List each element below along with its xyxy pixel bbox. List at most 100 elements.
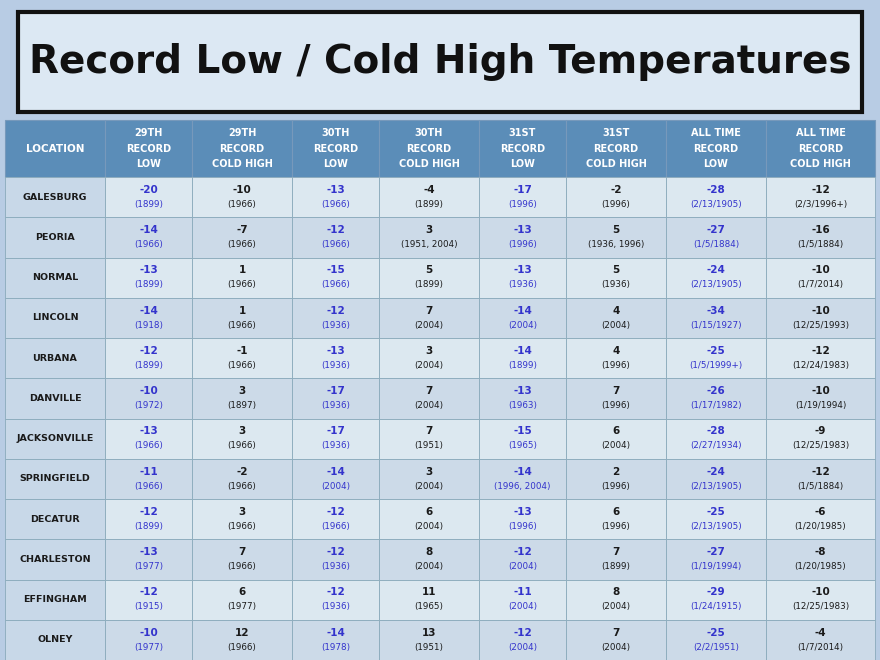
- Text: (1936): (1936): [321, 603, 350, 611]
- Text: -17: -17: [326, 386, 345, 396]
- FancyBboxPatch shape: [105, 418, 192, 459]
- FancyBboxPatch shape: [479, 217, 566, 257]
- Text: (1966): (1966): [228, 321, 256, 329]
- FancyBboxPatch shape: [766, 257, 875, 298]
- Text: COLD HIGH: COLD HIGH: [211, 160, 273, 170]
- Text: -14: -14: [326, 628, 345, 638]
- FancyBboxPatch shape: [666, 378, 766, 418]
- Text: 7: 7: [612, 547, 620, 557]
- FancyBboxPatch shape: [566, 378, 666, 418]
- Text: -12: -12: [513, 628, 532, 638]
- Text: -12: -12: [326, 587, 345, 597]
- Text: (1977): (1977): [134, 643, 163, 651]
- Text: (2004): (2004): [508, 321, 537, 329]
- Text: 29TH: 29TH: [135, 127, 163, 137]
- FancyBboxPatch shape: [292, 217, 379, 257]
- Text: 11: 11: [422, 587, 436, 597]
- FancyBboxPatch shape: [192, 177, 292, 217]
- FancyBboxPatch shape: [666, 539, 766, 579]
- Text: -20: -20: [139, 185, 158, 195]
- FancyBboxPatch shape: [666, 338, 766, 378]
- Text: GALESBURG: GALESBURG: [23, 193, 87, 201]
- Text: 5: 5: [612, 225, 620, 235]
- Text: -25: -25: [707, 628, 725, 638]
- Text: -2: -2: [610, 185, 622, 195]
- Text: -12: -12: [513, 547, 532, 557]
- Text: 3: 3: [425, 346, 433, 356]
- Text: -28: -28: [707, 185, 725, 195]
- FancyBboxPatch shape: [566, 120, 666, 177]
- Text: (1977): (1977): [134, 562, 163, 571]
- Text: 3: 3: [425, 467, 433, 477]
- Text: 7: 7: [612, 386, 620, 396]
- Text: (1/19/1994): (1/19/1994): [795, 401, 847, 410]
- FancyBboxPatch shape: [479, 120, 566, 177]
- FancyBboxPatch shape: [379, 378, 479, 418]
- FancyBboxPatch shape: [766, 539, 875, 579]
- Text: (1966): (1966): [228, 361, 256, 370]
- Text: NORMAL: NORMAL: [32, 273, 78, 282]
- FancyBboxPatch shape: [5, 217, 105, 257]
- FancyBboxPatch shape: [666, 120, 766, 177]
- FancyBboxPatch shape: [192, 579, 292, 620]
- Text: (2004): (2004): [508, 643, 537, 651]
- Text: COLD HIGH: COLD HIGH: [790, 160, 851, 170]
- Text: (1996): (1996): [602, 522, 630, 531]
- Text: OLNEY: OLNEY: [37, 636, 73, 644]
- Text: (1918): (1918): [134, 321, 163, 329]
- Text: (1899): (1899): [134, 200, 163, 209]
- Text: -34: -34: [707, 306, 725, 315]
- Text: (1951): (1951): [414, 442, 444, 450]
- Text: (2/2/1951): (2/2/1951): [693, 643, 739, 651]
- FancyBboxPatch shape: [666, 459, 766, 499]
- Text: (1966): (1966): [228, 200, 256, 209]
- Text: 2: 2: [612, 467, 620, 477]
- Text: (12/24/1983): (12/24/1983): [792, 361, 849, 370]
- Text: -13: -13: [326, 346, 345, 356]
- FancyBboxPatch shape: [766, 298, 875, 338]
- Text: (1/5/1999+): (1/5/1999+): [689, 361, 743, 370]
- Text: (2/13/1905): (2/13/1905): [690, 280, 742, 289]
- FancyBboxPatch shape: [766, 620, 875, 660]
- Text: 5: 5: [612, 265, 620, 275]
- Text: (1899): (1899): [134, 361, 163, 370]
- Text: Record Low / Cold High Temperatures: Record Low / Cold High Temperatures: [29, 43, 851, 81]
- FancyBboxPatch shape: [479, 298, 566, 338]
- FancyBboxPatch shape: [479, 539, 566, 579]
- Text: (1899): (1899): [414, 200, 444, 209]
- Text: (1996): (1996): [602, 482, 630, 490]
- Text: -10: -10: [811, 587, 830, 597]
- FancyBboxPatch shape: [292, 499, 379, 539]
- Text: (12/25/1993): (12/25/1993): [792, 321, 849, 329]
- Text: 1: 1: [238, 265, 246, 275]
- FancyBboxPatch shape: [379, 298, 479, 338]
- Text: -17: -17: [513, 185, 532, 195]
- Text: (1/24/1915): (1/24/1915): [690, 603, 742, 611]
- Text: -14: -14: [513, 306, 532, 315]
- Text: (12/25/1983): (12/25/1983): [792, 603, 849, 611]
- FancyBboxPatch shape: [292, 579, 379, 620]
- FancyBboxPatch shape: [566, 499, 666, 539]
- FancyBboxPatch shape: [379, 120, 479, 177]
- Text: (2004): (2004): [414, 321, 444, 329]
- Text: -14: -14: [139, 306, 158, 315]
- Text: -10: -10: [232, 185, 252, 195]
- Text: 6: 6: [612, 507, 620, 517]
- FancyBboxPatch shape: [566, 338, 666, 378]
- FancyBboxPatch shape: [5, 539, 105, 579]
- Text: 3: 3: [238, 386, 246, 396]
- FancyBboxPatch shape: [766, 338, 875, 378]
- Text: -12: -12: [811, 467, 830, 477]
- Text: ALL TIME: ALL TIME: [691, 127, 741, 137]
- Text: (2004): (2004): [601, 603, 631, 611]
- Text: (1996): (1996): [508, 522, 537, 531]
- Text: (1966): (1966): [321, 240, 350, 249]
- Text: -15: -15: [513, 426, 532, 436]
- FancyBboxPatch shape: [192, 539, 292, 579]
- Text: 31ST: 31ST: [602, 127, 630, 137]
- Text: -14: -14: [139, 225, 158, 235]
- Text: -13: -13: [326, 185, 345, 195]
- Text: -27: -27: [707, 547, 725, 557]
- Text: 7: 7: [238, 547, 246, 557]
- FancyBboxPatch shape: [292, 257, 379, 298]
